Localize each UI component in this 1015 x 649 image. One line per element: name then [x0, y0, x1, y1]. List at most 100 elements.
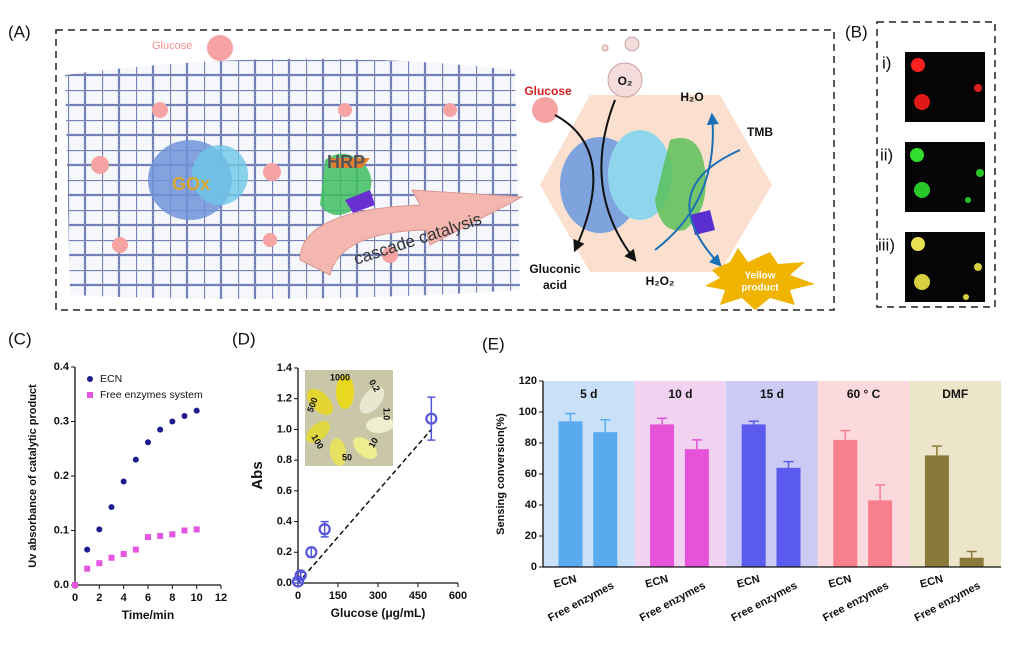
error-bar: [427, 396, 436, 441]
group-background: [817, 381, 910, 567]
group-background: [634, 381, 727, 567]
x-tick-label: 4: [121, 592, 128, 604]
y-tick-label: 0.2: [54, 470, 69, 482]
label: Glucose: [152, 40, 192, 52]
y-tick-label: 100: [519, 406, 537, 418]
label: GOx: [172, 174, 210, 194]
y-tick-label: 0.4: [54, 361, 70, 373]
y-tick-label: 0: [531, 561, 537, 573]
label: TMB: [747, 125, 773, 139]
category-label: 15 d: [760, 387, 784, 401]
error-bar: [748, 420, 759, 425]
label: Yellow: [744, 271, 775, 282]
y-tick-label: 80: [525, 437, 537, 449]
inset-label: 500: [305, 396, 320, 414]
x-tick-label: ECN: [919, 573, 945, 591]
panel-label: (C): [8, 329, 32, 348]
trendline: [297, 428, 432, 584]
point: [145, 534, 151, 541]
legend-marker: [87, 392, 93, 398]
fluorescence-images: [905, 52, 985, 302]
image-label: i): [882, 53, 891, 72]
panel-frame: [55, 29, 835, 311]
error-bar: [966, 550, 977, 558]
legend-label: ECN: [100, 373, 122, 385]
point: [157, 532, 164, 539]
x-tick-label: 8: [169, 592, 175, 604]
point: [120, 550, 127, 557]
point: [108, 554, 115, 561]
bar: [868, 500, 893, 567]
y-tick-label: 0.0: [54, 579, 69, 591]
y-tick-label: 20: [525, 530, 537, 542]
framework-illustration: [65, 35, 524, 299]
point: [294, 569, 307, 582]
label: O₂: [618, 74, 633, 88]
point: [132, 456, 139, 463]
bar: [593, 432, 618, 567]
bar: [959, 557, 984, 567]
x-tick-label: ECN: [644, 573, 670, 591]
y-axis-label: Sensing conversion(%): [495, 413, 507, 535]
panel-label: (E): [482, 334, 505, 353]
panel-frame: [876, 21, 996, 308]
y-tick-label: 40: [525, 499, 537, 511]
label: product: [741, 283, 779, 294]
image-label: ii): [880, 145, 893, 164]
y-tick-label: 0.3: [54, 415, 69, 427]
x-tick-label: ECN: [552, 573, 578, 591]
point: [145, 439, 151, 446]
panel-label: (B): [845, 22, 868, 41]
point: [291, 575, 305, 588]
bar: [684, 449, 709, 567]
error-bar: [296, 571, 305, 580]
enzyme-illustration: [532, 36, 815, 310]
point: [181, 413, 188, 420]
category-label: 5 d: [580, 387, 597, 401]
group-background: [543, 381, 635, 567]
x-tick-label: ECN: [827, 573, 853, 591]
category-label: DMF: [942, 387, 968, 401]
point: [193, 526, 200, 533]
point: [193, 407, 200, 414]
x-axis-label: Glucose (μg/mL): [331, 606, 426, 620]
y-tick-label: 0.8: [277, 454, 292, 466]
bar: [776, 467, 801, 567]
point: [305, 546, 318, 559]
y-tick-label: 0.6: [277, 485, 292, 497]
label: acid: [543, 278, 567, 292]
point: [96, 526, 103, 533]
legend-label: Free enzymes system: [100, 389, 203, 401]
x-axis-label: Time/min: [122, 608, 174, 622]
point: [169, 531, 176, 538]
y-tick-label: 0.1: [54, 524, 69, 536]
error-bar: [600, 419, 611, 433]
point: [96, 560, 103, 567]
x-tick-label: 12: [215, 592, 227, 604]
inset-label: 10: [367, 436, 381, 450]
error-bar: [931, 445, 942, 456]
error-bar: [691, 439, 702, 450]
y-tick-label: 1.0: [277, 423, 292, 435]
label: HRP: [327, 152, 365, 172]
bar: [650, 424, 675, 567]
error-bar: [565, 412, 576, 422]
point: [108, 504, 115, 511]
category-label: 60 ° C: [847, 387, 881, 401]
point: [157, 426, 164, 433]
point: [120, 478, 127, 485]
x-tick-label: 6: [145, 592, 151, 604]
panel-label: (D): [232, 329, 256, 348]
point: [72, 582, 78, 588]
x-tick-label: 0: [72, 592, 78, 604]
inset-label: 1.0: [382, 408, 392, 421]
x-tick-label: 10: [191, 592, 203, 604]
x-tick-label: ECN: [736, 573, 762, 591]
category-label: 10 d: [668, 387, 692, 401]
point: [181, 527, 188, 534]
bar: [924, 455, 949, 567]
x-tick-label: 600: [449, 590, 467, 602]
inset-photo: [305, 370, 394, 466]
label: H₂O: [680, 90, 703, 104]
